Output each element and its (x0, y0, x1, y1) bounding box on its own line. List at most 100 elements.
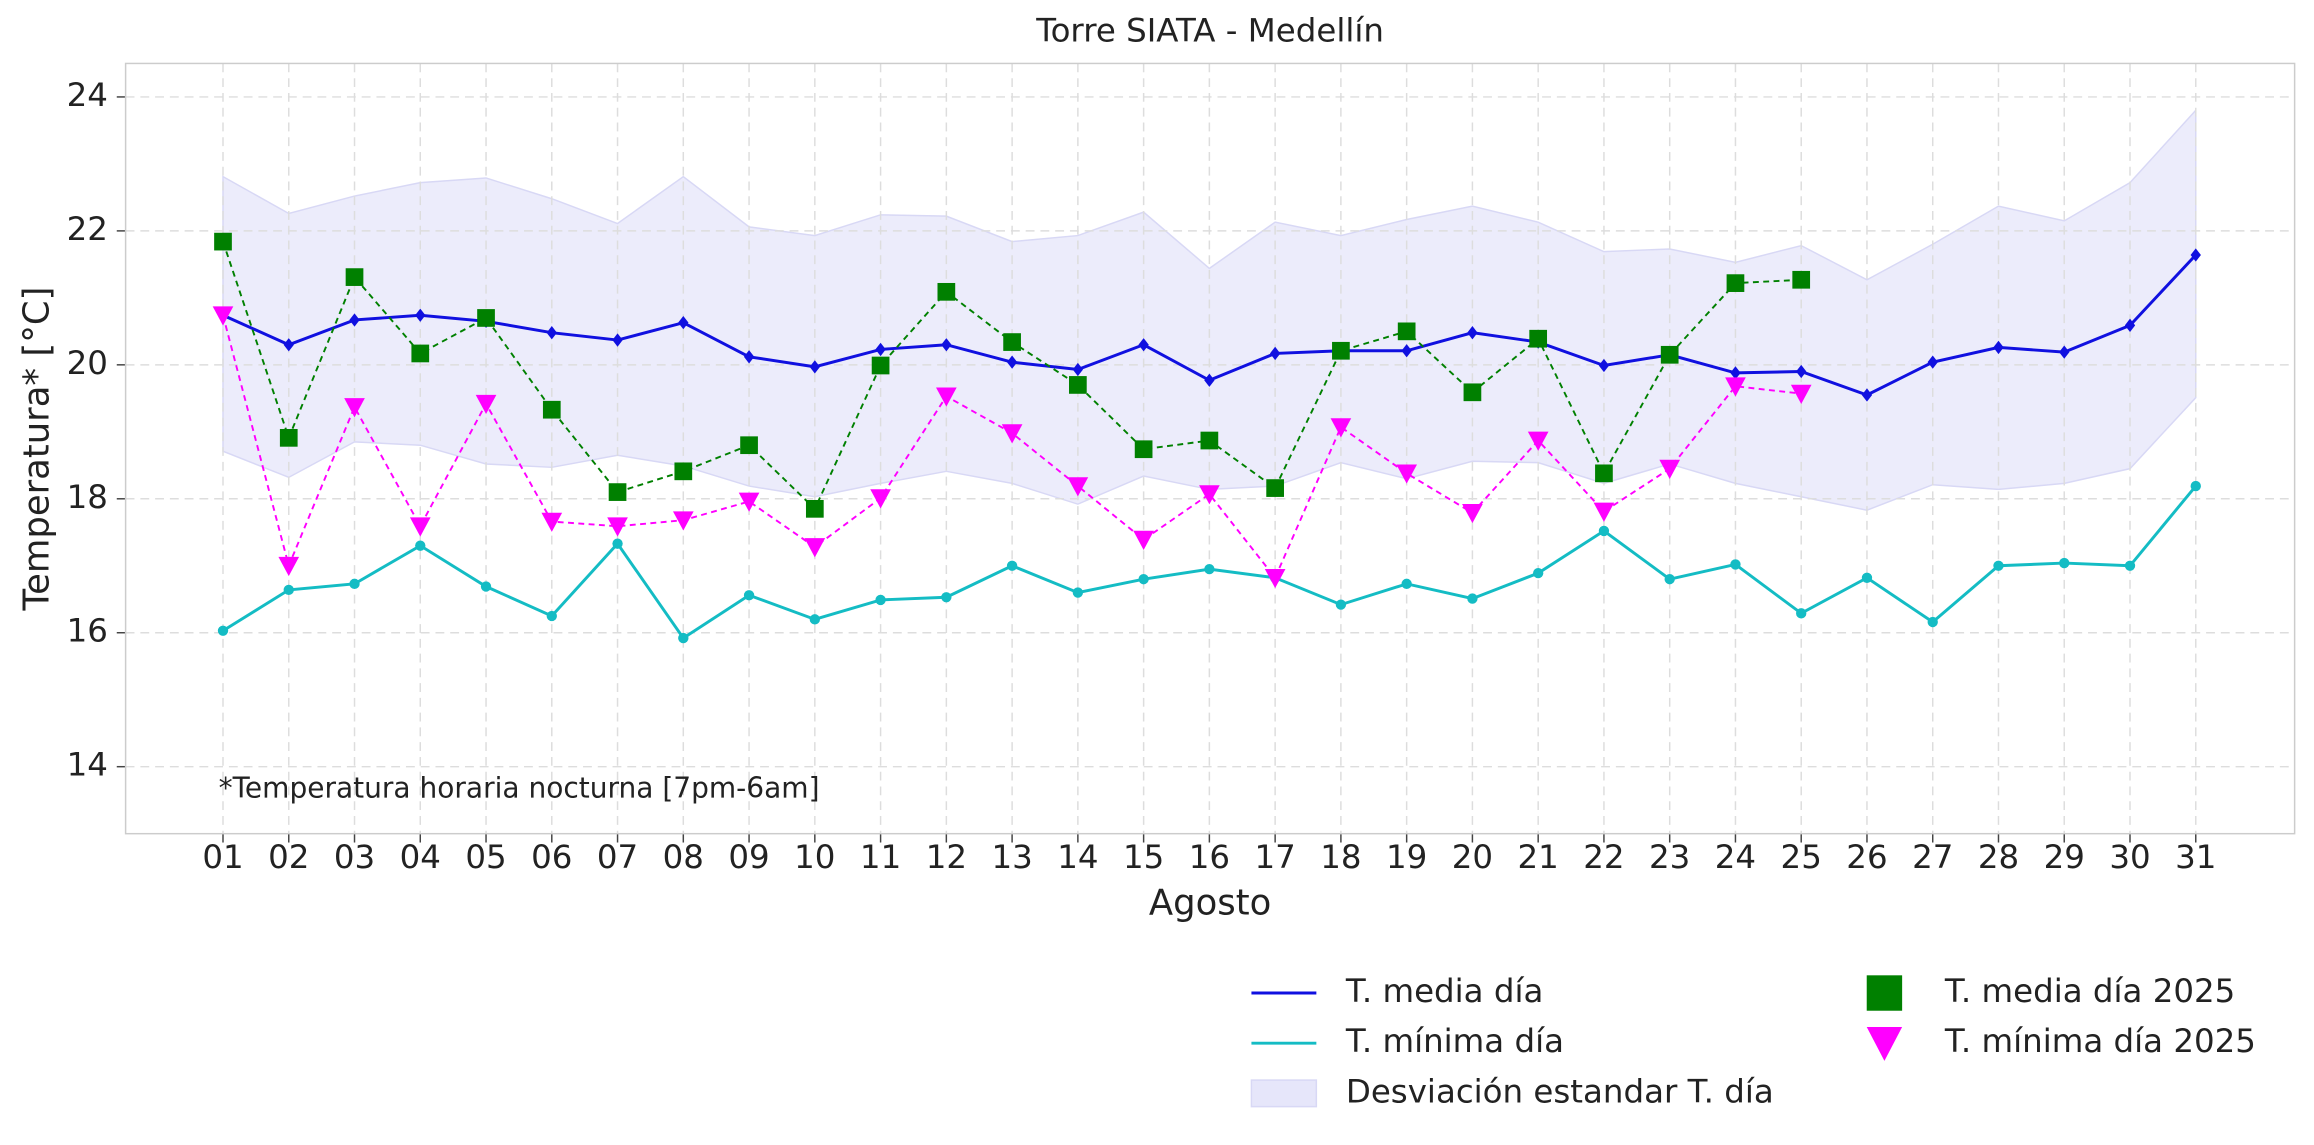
point (217, 625, 229, 636)
point (1006, 355, 1018, 369)
x-tick-label: 24 (1715, 838, 1756, 876)
point (743, 590, 755, 601)
point (875, 594, 886, 606)
point (805, 499, 824, 518)
point (283, 584, 294, 596)
x-tick-label: 23 (1649, 838, 1690, 876)
x-tick-label: 07 (597, 838, 638, 876)
point (345, 268, 364, 286)
point (678, 316, 689, 330)
y-tick-label: 16 (67, 612, 108, 650)
point (875, 342, 886, 357)
point (1730, 366, 1741, 380)
point (607, 517, 628, 537)
point (1598, 358, 1610, 373)
point (1790, 384, 1812, 404)
point (212, 306, 234, 326)
x-tick-label: 01 (202, 838, 243, 876)
point (1330, 418, 1352, 438)
point (1138, 338, 1149, 352)
point (612, 538, 623, 549)
point (1067, 477, 1089, 497)
point (1792, 270, 1811, 289)
x-tick-label: 05 (465, 838, 506, 876)
point (672, 511, 694, 531)
x-tick-label: 17 (1254, 838, 1295, 876)
point (674, 462, 693, 481)
y-tick-label: 18 (67, 478, 108, 516)
x-tick-label: 10 (794, 838, 835, 876)
point (1598, 525, 1610, 537)
point (283, 338, 294, 352)
point (1072, 587, 1084, 598)
point (1266, 479, 1284, 497)
point (1730, 559, 1741, 570)
point (1861, 388, 1873, 402)
legend-swatch (1866, 1026, 1903, 1061)
chart-title: Torre SIATA - Medellín (1035, 11, 1384, 49)
point (1725, 377, 1746, 397)
legend-label: T. media día 2025 (1944, 972, 2235, 1010)
x-tick-label: 20 (1452, 838, 1493, 876)
point (678, 632, 689, 644)
point (804, 538, 826, 558)
point (1401, 578, 1412, 590)
point (1204, 373, 1215, 387)
x-tick-label: 26 (1846, 838, 1887, 876)
point (937, 282, 956, 301)
x-tick-label: 28 (1978, 838, 2019, 876)
point (1396, 464, 1417, 484)
legend-label: T. mínima día 2025 (1944, 1022, 2256, 1060)
point (1335, 599, 1347, 610)
x-tick-label: 04 (400, 838, 441, 876)
x-tick-label: 25 (1781, 838, 1822, 876)
point (214, 232, 232, 251)
legend-label: T. mínima día (1345, 1022, 1564, 1060)
point (1467, 326, 1478, 340)
x-tick-label: 21 (1518, 838, 1559, 876)
annotation: *Temperatura horaria nocturna [7pm-6am] (219, 771, 820, 804)
point (1660, 345, 1679, 364)
point (279, 428, 298, 447)
point (936, 387, 957, 407)
point (1133, 530, 1154, 550)
x-tick-label: 12 (926, 838, 967, 876)
x-tick-label: 02 (268, 838, 309, 876)
point (1927, 355, 1938, 369)
x-tick-label: 22 (1583, 838, 1624, 876)
point (1861, 572, 1873, 583)
point (415, 308, 426, 322)
point (349, 578, 360, 590)
point (1001, 424, 1023, 444)
legend-swatch (1250, 1079, 1318, 1108)
point (1796, 364, 1807, 379)
point (1593, 502, 1615, 522)
legend-label: T. media día (1345, 972, 1544, 1010)
x-tick-label: 06 (531, 838, 572, 876)
point (409, 517, 431, 537)
x-tick-label: 11 (860, 838, 901, 876)
point (1527, 431, 1549, 451)
x-tick-label: 15 (1123, 838, 1164, 876)
point (2190, 480, 2201, 492)
point (1200, 431, 1219, 450)
point (1462, 504, 1483, 524)
x-tick-label: 19 (1386, 838, 1427, 876)
point (546, 326, 557, 340)
x-tick-label: 13 (991, 838, 1032, 876)
std-band (222, 108, 2197, 511)
point (1069, 376, 1087, 394)
point (1264, 568, 1286, 589)
point (1269, 346, 1281, 361)
point (1397, 322, 1416, 341)
point (411, 344, 430, 363)
point (2059, 557, 2070, 569)
point (546, 610, 557, 622)
point (870, 489, 891, 509)
point (743, 350, 755, 364)
x-tick-label: 09 (728, 838, 769, 876)
point (344, 398, 365, 418)
point (1993, 340, 2004, 355)
point (278, 556, 300, 577)
